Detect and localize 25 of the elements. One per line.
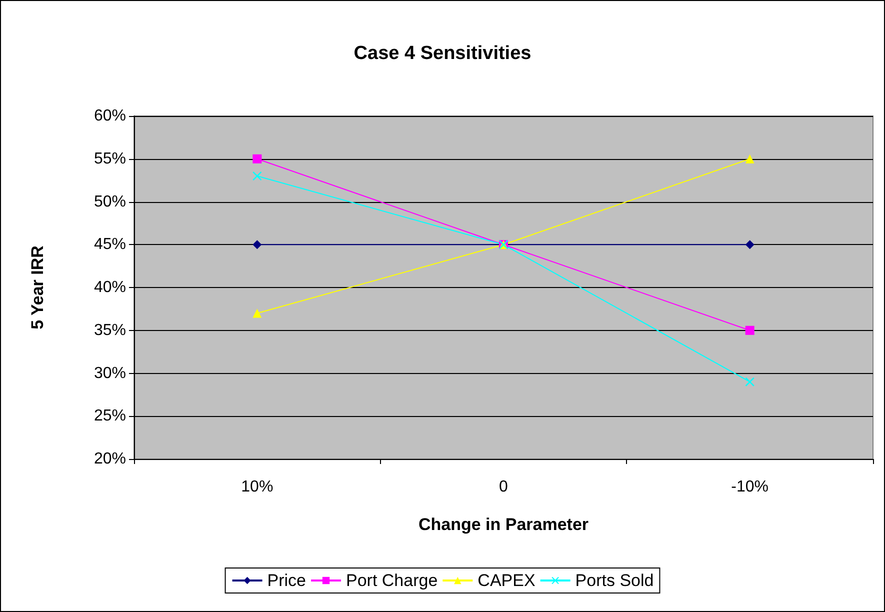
y-tick-label: 50% (94, 193, 126, 210)
x-tick-label: -10% (731, 478, 769, 496)
point (745, 377, 754, 386)
legend-label: Port Charge (346, 571, 438, 590)
y-tick-label: 55% (94, 150, 126, 168)
legend-label: Ports Sold (575, 571, 654, 590)
y-tick-label: 40% (94, 279, 126, 296)
point (252, 240, 262, 250)
y-tick-label: 35% (94, 322, 126, 339)
y-tick-label: 20% (94, 450, 126, 468)
y-tick-label: 30% (94, 364, 126, 382)
y-tick-label: 60% (94, 108, 126, 124)
x-tick-label: 10% (241, 478, 274, 496)
chart-title: Case 4 Sensitivities (354, 43, 532, 64)
x-axis-title: Change in Parameter (418, 515, 589, 534)
x-tick-label: 0 (499, 478, 508, 496)
y-axis-title: 5 Year IRR (28, 246, 47, 330)
legend-label: Price (267, 571, 306, 590)
point (252, 172, 262, 181)
point (745, 326, 754, 335)
point (252, 154, 262, 164)
legend-label: CAPEX (478, 571, 536, 590)
point (745, 240, 754, 250)
y-tick-label: 25% (94, 408, 126, 425)
y-tick-label: 45% (94, 236, 126, 254)
